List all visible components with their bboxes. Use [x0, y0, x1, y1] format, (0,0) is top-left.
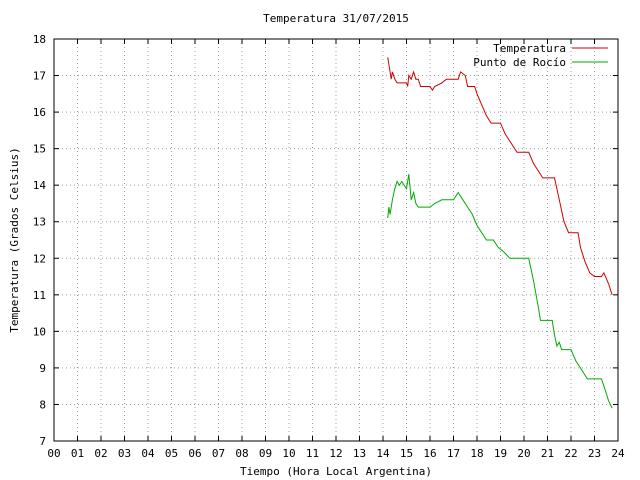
y-tick-label: 9 — [39, 362, 46, 375]
y-tick-label: 15 — [33, 143, 46, 156]
legend-label: Punto de Rocío — [473, 56, 566, 69]
x-tick-label: 14 — [376, 447, 390, 460]
series-lines — [387, 57, 613, 409]
y-tick-label: 13 — [33, 216, 46, 229]
x-tick-label: 01 — [71, 447, 84, 460]
x-tick-label: 24 — [611, 447, 625, 460]
x-tick-label: 07 — [212, 447, 225, 460]
y-tick-label: 12 — [33, 252, 46, 265]
y-tick-label: 16 — [33, 106, 46, 119]
legend-label: Temperatura — [493, 42, 566, 55]
x-tick-label: 12 — [329, 447, 342, 460]
x-tick-label: 15 — [400, 447, 413, 460]
y-tick-label: 17 — [33, 70, 46, 83]
x-tick-label: 18 — [470, 447, 483, 460]
y-tick-label: 11 — [33, 289, 46, 302]
y-axis-label: Temperatura (Grados Celsius) — [8, 147, 21, 332]
x-tick-label: 05 — [165, 447, 178, 460]
x-tick-label: 11 — [306, 447, 319, 460]
x-tick-label: 10 — [282, 447, 295, 460]
y-tick-label: 14 — [33, 179, 47, 192]
x-tick-label: 08 — [235, 447, 248, 460]
x-axis-label: Tiempo (Hora Local Argentina) — [240, 465, 432, 478]
axis-ticks: 00 01 02 03 04 05 06 07 08 09 10 11 12 13 14 15 16 17 18 19… — [33, 33, 625, 460]
x-tick-label: 02 — [94, 447, 107, 460]
x-tick-label: 17 — [447, 447, 460, 460]
y-tick-label: 10 — [33, 325, 46, 338]
y-tick-label: 8 — [39, 398, 46, 411]
chart-title: Temperatura 31/07/2015 — [263, 12, 409, 25]
x-tick-label: 20 — [517, 447, 530, 460]
x-tick-label: 16 — [423, 447, 436, 460]
x-tick-label: 06 — [188, 447, 201, 460]
x-tick-label: 23 — [588, 447, 601, 460]
x-tick-label: 21 — [541, 447, 554, 460]
x-tick-label: 00 — [47, 447, 60, 460]
x-tick-label: 13 — [353, 447, 366, 460]
x-tick-label: 19 — [494, 447, 507, 460]
y-tick-label: 7 — [39, 435, 46, 448]
x-tick-label: 09 — [259, 447, 272, 460]
x-tick-label: 04 — [141, 447, 155, 460]
grid — [54, 39, 618, 441]
y-tick-label: 18 — [33, 33, 46, 46]
x-tick-label: 03 — [118, 447, 131, 460]
series-line-0 — [387, 57, 613, 295]
x-tick-label: 22 — [564, 447, 577, 460]
series-line-1 — [387, 174, 613, 409]
